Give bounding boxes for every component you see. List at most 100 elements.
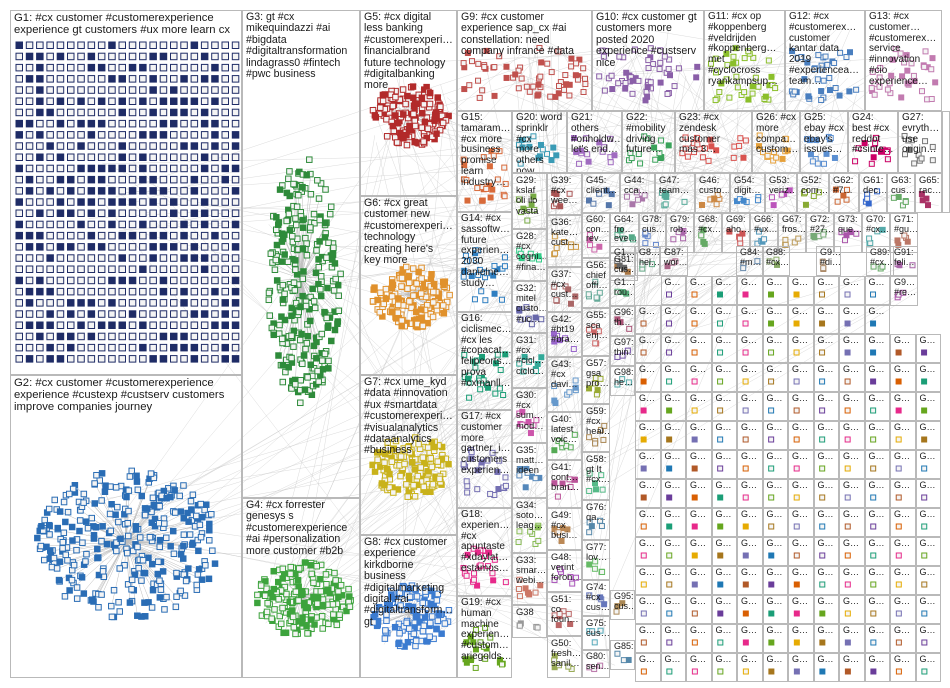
group-box-small[interactable]: G… [915, 334, 941, 363]
group-box-small[interactable]: G… [839, 653, 865, 682]
group-box-small[interactable]: G… [686, 450, 712, 479]
group-box-g11[interactable]: G11: #cx op #koppenberg #veldrijden #kop… [704, 10, 785, 111]
group-box-small[interactable]: G… [737, 334, 763, 363]
group-box-small[interactable]: G… [686, 392, 712, 421]
group-box-small[interactable]: G… [813, 624, 839, 653]
group-box-small[interactable]: G… [864, 537, 890, 566]
group-box-small[interactable]: G… [890, 334, 916, 363]
group-box-small[interactable]: G… [686, 595, 712, 624]
group-box-g31[interactable]: G31: #cx #cicl… ciclo… [512, 333, 547, 388]
group-box-small[interactable]: G… [762, 624, 788, 653]
group-box-g23[interactable]: G23: #cx zendesk customer más 3… [675, 111, 752, 173]
group-box-g59[interactable]: G59: #cx heal… [582, 404, 610, 452]
group-box-small[interactable]: G… [635, 653, 661, 682]
group-box-small[interactable]: G… [635, 363, 661, 392]
group-box-small[interactable]: G… [660, 508, 686, 537]
group-box-g28[interactable]: G28: #cx cogni… #fina… [512, 229, 547, 281]
group-box-g44[interactable]: G44: cca… [620, 173, 655, 213]
group-box-small[interactable]: G… [864, 421, 890, 450]
group-box-g58[interactable]: G58: gt It #cx… [582, 452, 610, 500]
group-box-small[interactable]: G… [788, 624, 814, 653]
group-box-small[interactable]: G… [635, 334, 661, 363]
group-box-small[interactable]: G… [890, 450, 916, 479]
group-box-g36[interactable]: G36: kate… cust… [547, 215, 582, 267]
group-box-small[interactable]: G… [686, 479, 712, 508]
group-box-g33[interactable]: G33: smar… webi… [512, 553, 547, 605]
group-box-small[interactable]: G… [762, 305, 788, 334]
group-box-small[interactable]: G… [686, 421, 712, 450]
group-box-g68[interactable]: G68: #cx… [694, 213, 722, 253]
group-box-g77[interactable]: G77: lov… [582, 540, 610, 580]
group-box-g91[interactable]: G91: feli… [890, 246, 918, 276]
group-box-g39[interactable]: G39: #cx wee… [547, 173, 582, 215]
group-box-small[interactable]: G… [788, 537, 814, 566]
group-box-small[interactable]: G… [635, 421, 661, 450]
group-box-small[interactable]: G… [864, 566, 890, 595]
group-box-small[interactable]: G… [788, 653, 814, 682]
group-box-small[interactable]: G… [762, 566, 788, 595]
group-box-small[interactable]: G… [762, 421, 788, 450]
group-box-g3[interactable]: G3: gt #cx mikequindazzi #ai #bigdata #d… [242, 10, 360, 498]
group-box-small[interactable]: G… [711, 450, 737, 479]
group-box-small[interactable]: G… [864, 363, 890, 392]
group-box-small[interactable]: G… [635, 450, 661, 479]
group-box-small[interactable]: G… [686, 334, 712, 363]
group-box-small[interactable]: G… [737, 624, 763, 653]
group-box-g38[interactable]: G38 [512, 605, 547, 638]
group-box-small[interactable]: G… [788, 363, 814, 392]
group-box-g13[interactable]: G13: #cx customer… #customerex… service … [865, 10, 942, 111]
group-box-g88[interactable]: G88: #cx… [762, 246, 790, 276]
group-box-small[interactable]: G… [660, 276, 686, 305]
group-box-g62[interactable]: G62: #7… [829, 173, 859, 213]
group-box-small[interactable]: G… [711, 421, 737, 450]
group-box-small[interactable]: G… [788, 392, 814, 421]
group-box-g17[interactable]: G17: #cx customer more gartner_i… custom… [457, 410, 512, 508]
group-box-g9y[interactable]: G9… #re… [890, 276, 918, 306]
group-box-small[interactable]: G… [813, 276, 839, 305]
group-box-small[interactable]: G… [813, 450, 839, 479]
group-box-small[interactable]: G… [839, 276, 865, 305]
group-box-small[interactable]: G… [839, 479, 865, 508]
group-box-small[interactable]: G… [890, 595, 916, 624]
group-box-small[interactable]: G… [864, 595, 890, 624]
group-box-g5[interactable]: G5: #cx digital less banking #customerex… [360, 10, 457, 196]
group-box-small[interactable]: G… [813, 508, 839, 537]
group-box-g37[interactable]: G37: #cx cust… [547, 267, 582, 312]
group-box-small[interactable]: G… [788, 508, 814, 537]
group-box-small[interactable]: G… [839, 305, 865, 334]
group-box-g22[interactable]: G22: #mobility driving future… [622, 111, 675, 173]
group-box-small[interactable]: G… [864, 276, 890, 305]
group-box-small[interactable]: G… [864, 334, 890, 363]
group-box-small[interactable]: G… [890, 653, 916, 682]
group-box-small[interactable]: G… [737, 566, 763, 595]
group-box-small[interactable]: G… [737, 595, 763, 624]
group-box-g87[interactable]: G87: wor… [660, 246, 688, 276]
group-box-small[interactable]: G… [635, 566, 661, 595]
group-box-g75[interactable]: G75: cus… [582, 616, 610, 650]
group-box-small[interactable]: G… [915, 653, 941, 682]
group-box-small[interactable]: G… [864, 624, 890, 653]
group-box-small[interactable]: G… [890, 479, 916, 508]
group-box-g48[interactable]: G48: verint foron… [547, 550, 582, 592]
group-box-small[interactable]: G… [711, 276, 737, 305]
group-box-small[interactable]: G… [890, 363, 916, 392]
group-box-small[interactable]: G… [711, 653, 737, 682]
group-box-g18[interactable]: G18: experien… #cx apuntaste #xdaylat… e… [457, 508, 512, 596]
group-box-g61[interactable]: G61: dec… [859, 173, 887, 213]
group-box-small[interactable]: G… [660, 363, 686, 392]
group-box-small[interactable]: G… [711, 537, 737, 566]
group-box-small[interactable]: G… [737, 537, 763, 566]
group-box-g1x[interactable]: G1… [610, 246, 635, 276]
group-box-g85[interactable]: G85: [610, 640, 635, 670]
group-box-small[interactable]: G… [839, 392, 865, 421]
group-box-g53[interactable]: G53: veriz… [765, 173, 797, 213]
group-box-small[interactable]: G… [660, 421, 686, 450]
group-box-g95[interactable]: G95: cus… [610, 590, 635, 620]
group-box-small[interactable]: G… [890, 566, 916, 595]
group-box-small[interactable]: G… [839, 508, 865, 537]
group-box-g1[interactable]: G1: #cx customer #customerexperience exp… [10, 10, 242, 375]
group-box-g74[interactable]: G74: #cx cus… [582, 580, 610, 616]
group-box-g40[interactable]: G40: latest voic… [547, 412, 582, 460]
group-box-small[interactable]: G… [686, 566, 712, 595]
group-box-g54[interactable]: G54: digit… [730, 173, 765, 213]
